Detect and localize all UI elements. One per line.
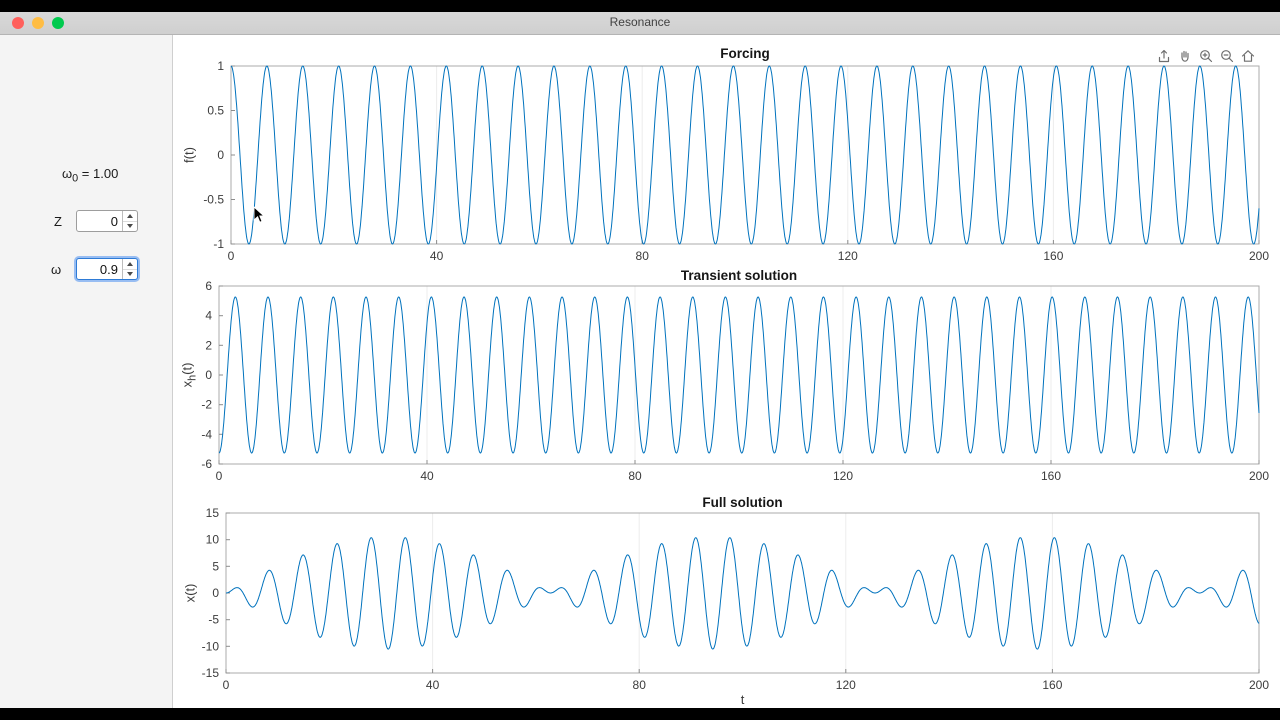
y-tick-label: 0.5 bbox=[207, 104, 224, 118]
full-solution-chart: 0 40 80 120 160 200 -15 -10 -5 0 5 10 15 Full soluti… bbox=[173, 493, 1280, 709]
home-icon bbox=[1241, 49, 1254, 62]
chart-title: Transient solution bbox=[680, 268, 798, 283]
y-tick-label: -6 bbox=[201, 457, 212, 471]
axes-box bbox=[218, 285, 1260, 465]
down-arrow-icon bbox=[127, 224, 133, 229]
zoom-out-icon bbox=[1220, 49, 1233, 62]
zoom-out-button[interactable] bbox=[1218, 47, 1235, 64]
titlebar[interactable]: Resonance bbox=[0, 12, 1280, 35]
app-window: Resonance ω0 = 1.00 Z ω bbox=[0, 12, 1280, 708]
zoom-in-button[interactable] bbox=[1197, 47, 1214, 64]
y-axis-label: f(t) bbox=[181, 147, 197, 163]
signal-line bbox=[226, 537, 1260, 650]
y-tick-label: 6 bbox=[205, 279, 212, 293]
pan-button[interactable] bbox=[1176, 47, 1193, 64]
x-tick-label: 0 bbox=[223, 678, 230, 692]
x-tick-label: 40 bbox=[430, 249, 444, 263]
x-tick-label: 0 bbox=[228, 249, 235, 263]
chart-title: Forcing bbox=[720, 46, 770, 61]
y-tick-label: -10 bbox=[202, 639, 220, 653]
y-tick-label: 2 bbox=[205, 338, 212, 352]
axes-box bbox=[230, 65, 1260, 245]
transient-chart: 0 40 80 120 160 200 -6 -4 -2 0 2 4 6 Transient solut… bbox=[173, 265, 1280, 505]
close-button[interactable] bbox=[12, 17, 24, 29]
export-button[interactable] bbox=[1155, 47, 1172, 64]
home-button[interactable] bbox=[1239, 47, 1256, 64]
omega-decrement-button[interactable] bbox=[123, 268, 137, 280]
x-tick-label: 40 bbox=[420, 469, 434, 483]
y-tick-label: 4 bbox=[205, 309, 212, 323]
omega-label: ω bbox=[51, 262, 62, 277]
y-tick-label: -0.5 bbox=[203, 193, 224, 207]
full-solution-plot-canvas[interactable]: 0 40 80 120 160 200 -15 -10 -5 0 5 10 15 bbox=[173, 493, 1280, 709]
x-tick-label: 80 bbox=[633, 678, 647, 692]
y-tick-label: 15 bbox=[206, 506, 220, 520]
y-tick-label: 0 bbox=[212, 586, 219, 600]
up-arrow-icon bbox=[127, 213, 133, 218]
y-tick-label: 1 bbox=[217, 59, 224, 73]
y-tick-label: 0 bbox=[205, 368, 212, 382]
transient-plot-canvas[interactable]: 0 40 80 120 160 200 -6 -4 -2 0 2 4 6 bbox=[173, 265, 1280, 505]
z-label: Z bbox=[54, 214, 62, 229]
up-arrow-icon bbox=[127, 261, 133, 266]
export-icon bbox=[1158, 49, 1169, 62]
signal-line bbox=[218, 296, 1260, 454]
y-tick-label: -2 bbox=[201, 398, 212, 412]
x-tick-label: 80 bbox=[628, 469, 642, 483]
control-panel: ω0 = 1.00 Z ω bbox=[0, 35, 173, 708]
omega0-value-label: ω0 = 1.00 bbox=[62, 166, 119, 185]
z-input[interactable] bbox=[77, 211, 122, 231]
x-tick-label: 160 bbox=[1041, 469, 1061, 483]
x-tick-label: 200 bbox=[1249, 678, 1269, 692]
x-axis-label: t bbox=[740, 692, 745, 707]
axes-box bbox=[225, 512, 1260, 674]
chart-title: Full solution bbox=[702, 495, 783, 510]
y-tick-label: -1 bbox=[213, 237, 224, 251]
x-tick-label: 120 bbox=[833, 469, 853, 483]
plot-area: 0 40 80 120 160 200 -1 -0.5 0 0.5 1 Forcing f(t) 0… bbox=[173, 35, 1280, 708]
omega-spinner[interactable] bbox=[76, 258, 138, 280]
y-tick-label: -4 bbox=[201, 427, 212, 441]
forcing-chart: 0 40 80 120 160 200 -1 -0.5 0 0.5 1 Forcing f(t) bbox=[173, 35, 1280, 265]
signal-line bbox=[230, 65, 1260, 245]
x-tick-label: 80 bbox=[636, 249, 650, 263]
y-tick-label: 10 bbox=[206, 533, 220, 547]
x-tick-label: 120 bbox=[838, 249, 858, 263]
z-spinner[interactable] bbox=[76, 210, 138, 232]
zoom-in-icon bbox=[1199, 49, 1212, 62]
y-tick-label: -15 bbox=[202, 666, 220, 680]
fullscreen-button[interactable] bbox=[52, 17, 64, 29]
z-increment-button[interactable] bbox=[123, 211, 137, 221]
pan-icon bbox=[1180, 50, 1189, 62]
minimize-button[interactable] bbox=[32, 17, 44, 29]
x-tick-label: 200 bbox=[1249, 249, 1269, 263]
z-spinner-buttons bbox=[122, 211, 137, 231]
traffic-lights bbox=[12, 17, 64, 29]
x-tick-label: 200 bbox=[1249, 469, 1269, 483]
omega-increment-button[interactable] bbox=[123, 259, 137, 269]
y-axis-label: xh(t) bbox=[179, 362, 199, 388]
omega-spinner-buttons bbox=[122, 259, 137, 279]
down-arrow-icon bbox=[127, 272, 133, 277]
axes-toolbar bbox=[1153, 46, 1258, 65]
y-axis-label: x(t) bbox=[182, 583, 198, 603]
content: ω0 = 1.00 Z ω bbox=[0, 35, 1280, 708]
y-tick-label: 0 bbox=[217, 148, 224, 162]
x-tick-label: 120 bbox=[836, 678, 856, 692]
omega-input[interactable] bbox=[77, 259, 122, 279]
y-tick-label: -5 bbox=[208, 613, 219, 627]
x-tick-label: 40 bbox=[426, 678, 440, 692]
z-decrement-button[interactable] bbox=[123, 220, 137, 232]
x-tick-label: 160 bbox=[1042, 678, 1062, 692]
forcing-plot-canvas[interactable]: 0 40 80 120 160 200 -1 -0.5 0 0.5 1 bbox=[173, 35, 1280, 265]
window-title: Resonance bbox=[609, 15, 671, 29]
y-tick-label: 5 bbox=[212, 559, 219, 573]
x-tick-label: 160 bbox=[1043, 249, 1063, 263]
x-tick-label: 0 bbox=[216, 469, 223, 483]
